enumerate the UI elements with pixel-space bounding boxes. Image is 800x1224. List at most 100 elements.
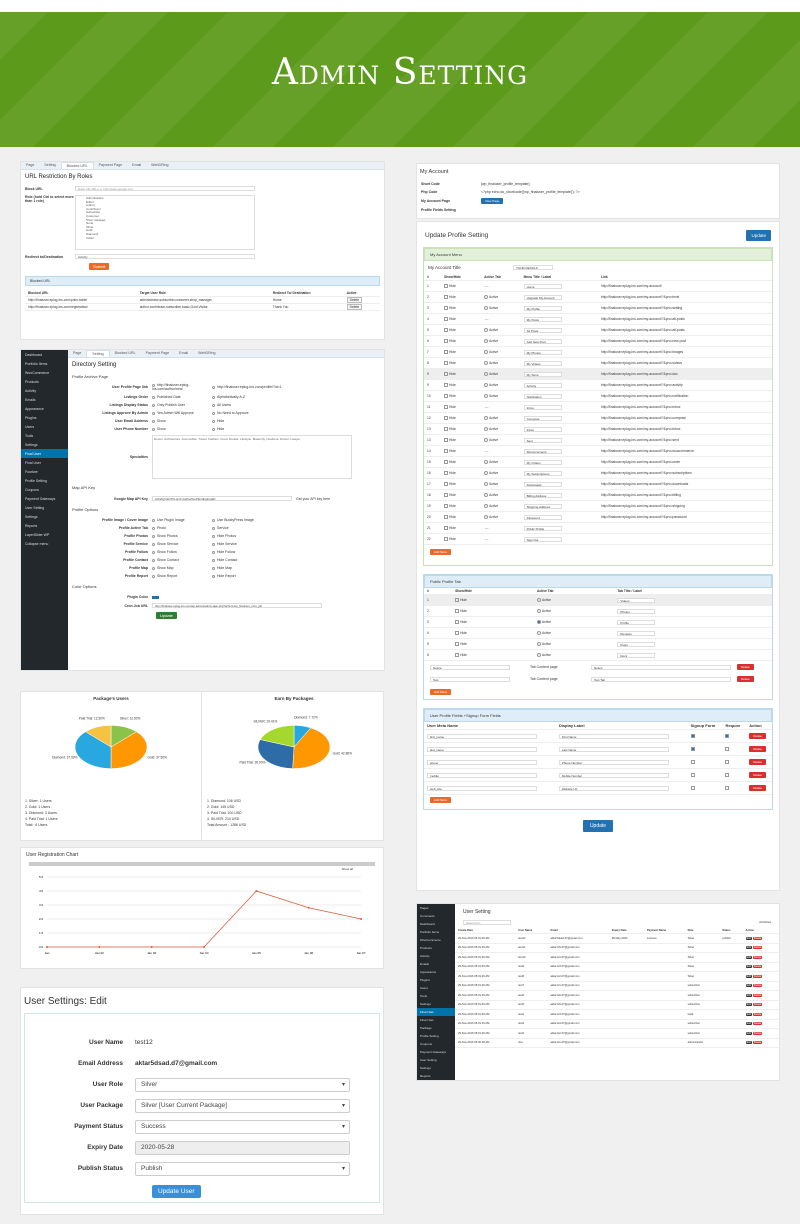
delete-user-button[interactable]: Delete: [752, 936, 763, 940]
block-url-input[interactable]: Enter full URL e.g. http://www.google.co…: [75, 186, 255, 191]
tab-setting[interactable]: Setting: [86, 350, 110, 357]
display-label-input[interactable]: Mobile Number: [558, 772, 669, 778]
sidebar-item[interactable]: Products: [25, 379, 39, 384]
active-radio[interactable]: [536, 631, 541, 636]
field-select[interactable]: Silver [User Current Package]: [135, 1098, 350, 1113]
hide-checkbox[interactable]: [455, 631, 460, 636]
sidebar-item[interactable]: Portfolio Items: [420, 930, 440, 934]
hide-checkbox[interactable]: [444, 460, 448, 465]
menu-title-input[interactable]: Notification: [523, 393, 562, 399]
option-b[interactable]: Hide Follow: [212, 550, 332, 554]
sidebar-item[interactable]: Reports: [420, 1074, 431, 1078]
active-radio[interactable]: [484, 427, 489, 432]
option-a[interactable]: Photo: [152, 526, 212, 530]
delete-tab-button[interactable]: Delete: [737, 664, 754, 670]
sidebar-item[interactable]: Coupons: [25, 487, 40, 492]
delete-user-button[interactable]: Delete: [752, 946, 763, 950]
hide-checkbox[interactable]: [444, 504, 448, 509]
field-select[interactable]: Silver: [135, 1077, 350, 1092]
active-radio[interactable]: [484, 361, 489, 366]
tab-payment-page[interactable]: Payment Page: [98, 163, 123, 167]
sidebar-item[interactable]: LayerSlider WP: [25, 532, 50, 537]
edit-user-button[interactable]: Edit: [745, 1031, 752, 1035]
menu-title-input[interactable]: My Videos: [523, 360, 562, 366]
tab-title-input[interactable]: Reviews: [617, 630, 656, 636]
role-option[interactable]: None: [86, 221, 94, 226]
radio-icon[interactable]: [152, 419, 155, 423]
hide-checkbox[interactable]: [444, 449, 448, 454]
hide-checkbox[interactable]: [444, 515, 448, 520]
display-label-input[interactable]: Website Url: [558, 785, 669, 791]
option-b[interactable]: Hide Service: [212, 542, 332, 546]
hide-checkbox[interactable]: [444, 284, 448, 289]
radio-icon[interactable]: [212, 558, 215, 562]
radio-icon[interactable]: [152, 395, 155, 399]
delete-user-button[interactable]: Delete: [752, 965, 763, 969]
tab-payment-page[interactable]: Payment Page: [145, 351, 170, 355]
option-a[interactable]: Show Contact: [152, 558, 212, 562]
option-b[interactable]: Hide: [212, 419, 332, 423]
menu-title-input[interactable]: Sent: [523, 437, 562, 443]
radio-icon[interactable]: [212, 518, 215, 522]
dir-update-button[interactable]: Update: [156, 612, 177, 619]
option-b[interactable]: No Need to Approve: [212, 411, 332, 415]
active-radio[interactable]: [484, 383, 489, 388]
sidebar-item[interactable]: Fourtwe: [25, 469, 38, 474]
option-a[interactable]: Show Follow: [152, 550, 212, 554]
show-all-link[interactable]: Show all: [341, 867, 353, 871]
active-radio[interactable]: [536, 642, 541, 647]
option-a[interactable]: Show: [152, 419, 212, 423]
tab-page[interactable]: Page: [26, 163, 35, 167]
delete-field-button[interactable]: Delete: [749, 759, 766, 765]
hide-checkbox[interactable]: [444, 526, 448, 531]
sidebar-item[interactable]: Payment Gateways: [25, 496, 56, 501]
fields-add-more-button[interactable]: Add More: [430, 797, 452, 803]
hide-checkbox[interactable]: [444, 339, 448, 344]
active-radio[interactable]: [536, 609, 541, 614]
meta-name-input[interactable]: last_name: [427, 746, 537, 752]
option-b[interactable]: Hide Report: [212, 574, 332, 578]
data-point[interactable]: [307, 906, 310, 909]
hide-checkbox[interactable]: [444, 383, 448, 388]
sidebar-item[interactable]: Dashboard: [420, 922, 435, 926]
sidebar-item[interactable]: Pages: [420, 906, 429, 910]
menu-title-input[interactable]: Add New Post: [523, 338, 562, 344]
active-radio[interactable]: [484, 504, 489, 509]
view-page-button[interactable]: View Page: [481, 198, 504, 204]
edit-user-button[interactable]: Edit: [745, 955, 752, 959]
option-a[interactable]: Show Service: [152, 542, 212, 546]
top-update-button[interactable]: Update: [746, 230, 771, 241]
tab-title-input[interactable]: Videos: [617, 597, 656, 603]
sidebar-item[interactable]: Collapse menu: [25, 541, 49, 546]
plugin-color-swatch[interactable]: [152, 595, 159, 599]
active-radio[interactable]: [484, 493, 489, 498]
radio-icon[interactable]: [212, 542, 215, 546]
submit-button[interactable]: Submit: [89, 263, 110, 270]
radio-icon[interactable]: [152, 526, 155, 530]
menu-title-input[interactable]: Activity: [523, 382, 562, 388]
sidebar-item[interactable]: Final User: [420, 1018, 434, 1022]
hide-checkbox[interactable]: [444, 438, 448, 443]
edit-user-button[interactable]: Edit: [745, 946, 752, 950]
menu-title-input[interactable]: My Orders: [523, 459, 562, 465]
delete-user-button[interactable]: Delete: [752, 1022, 763, 1026]
menu-title-input[interactable]: Upgrade My Account: [523, 294, 562, 300]
delete-user-button[interactable]: Delete: [752, 1031, 763, 1035]
sidebar-item[interactable]: Appearance: [25, 406, 44, 411]
sidebar-item[interactable]: WooCommerce: [420, 938, 441, 942]
require-checkbox[interactable]: [725, 786, 730, 791]
delete-field-button[interactable]: Delete: [749, 785, 766, 791]
sidebar-item[interactable]: User Setting: [420, 1058, 437, 1062]
signup-checkbox[interactable]: [690, 760, 695, 765]
radio-icon[interactable]: [212, 411, 215, 415]
role-filter[interactable]: All Roles: [759, 920, 771, 924]
data-point[interactable]: [46, 946, 48, 948]
delete-user-button[interactable]: Delete: [752, 993, 763, 997]
custom-tab-title[interactable]: Notice: [430, 664, 510, 670]
tab-title-input[interactable]: Photos: [617, 608, 656, 614]
radio-icon[interactable]: [212, 419, 215, 423]
radio-icon[interactable]: [212, 534, 215, 538]
option-b[interactable]: Alphabetically A-Z: [212, 395, 332, 399]
delete-tab-button[interactable]: Delete: [737, 676, 754, 682]
option-b[interactable]: Hide Contact: [212, 558, 332, 562]
